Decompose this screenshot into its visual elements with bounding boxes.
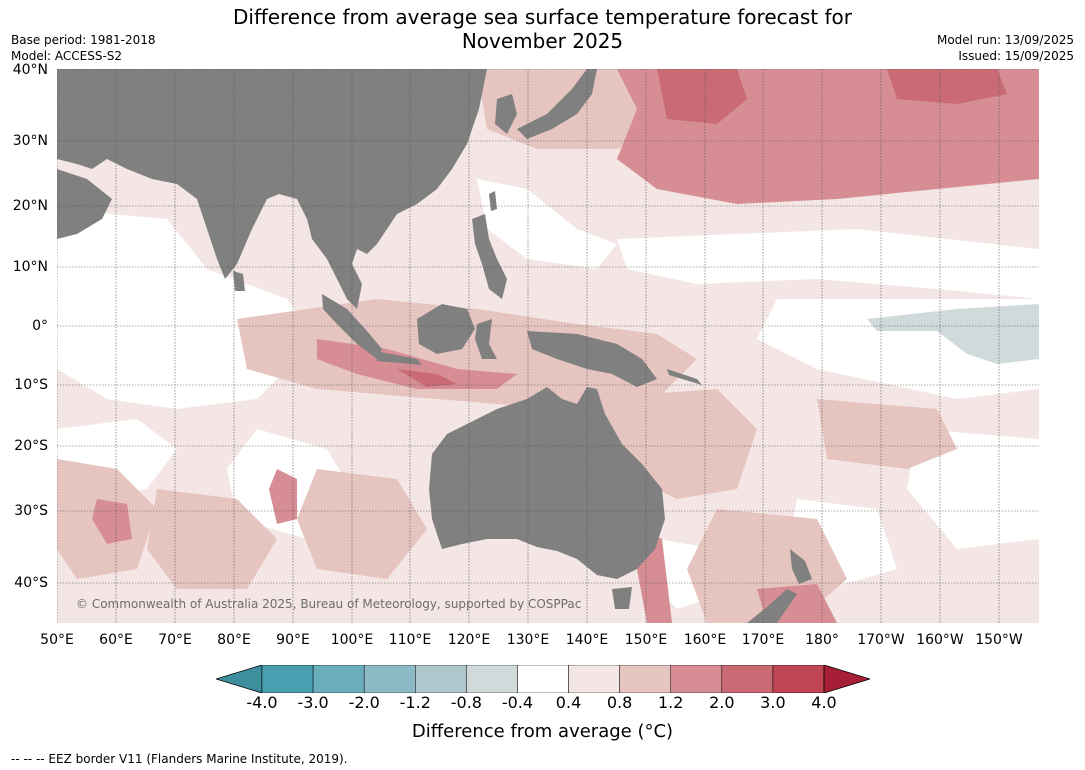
borneo-island xyxy=(417,304,475,354)
lon-label-170e: 170°E xyxy=(741,632,785,648)
lon-label-150w: 150°W xyxy=(975,632,1023,648)
asia-landmass xyxy=(57,69,487,309)
lon-label-130e: 130°E xyxy=(506,632,550,648)
sst-anomaly-map xyxy=(57,69,1039,623)
philippines-islands xyxy=(472,214,507,299)
colorbar-segment xyxy=(312,664,365,694)
lat-label-10s: 10°S xyxy=(14,377,48,393)
colorbar-tick-label: -2.0 xyxy=(348,693,380,712)
colorbar-segment xyxy=(619,664,671,694)
map-title: Difference from average sea surface temp… xyxy=(0,5,1085,53)
arabia-landmass xyxy=(57,169,112,239)
lat-label-equator: 0° xyxy=(32,318,48,334)
pacific-islands xyxy=(667,369,702,385)
model-name: Model: ACCESS-S2 xyxy=(11,49,123,63)
colorbar-segment xyxy=(415,664,467,694)
model-run: Model run: 13/09/2025 xyxy=(936,33,1074,47)
australia-landmass xyxy=(429,387,665,579)
lon-label-90e: 90°E xyxy=(276,632,310,648)
lon-label-100e: 100°E xyxy=(330,632,374,648)
korea-peninsula xyxy=(495,94,517,134)
lon-label-150e: 150°E xyxy=(624,632,668,648)
colorbar-tick-label: 1.2 xyxy=(657,693,684,712)
land-masses xyxy=(57,69,812,623)
lat-label-10n: 10°N xyxy=(12,259,48,275)
colorbar-arrow-low xyxy=(214,664,263,694)
lat-label-40s: 40°S xyxy=(14,575,48,591)
lat-label-30n: 30°N xyxy=(12,133,48,149)
sumatra-island xyxy=(322,294,382,359)
colorbar-tick-label: 0.8 xyxy=(606,693,633,712)
lon-label-50e: 50°E xyxy=(40,632,74,648)
lon-label-160e: 160°E xyxy=(683,632,727,648)
colorbar-segment xyxy=(517,664,569,694)
colorbar-segment xyxy=(772,664,825,694)
cool-anomaly-region xyxy=(867,304,1039,364)
colorbar-segment xyxy=(363,664,416,694)
colorbar-segment xyxy=(261,664,314,694)
new-guinea-island xyxy=(527,331,657,387)
colorbar-segment xyxy=(466,664,518,694)
lon-label-140e: 140°E xyxy=(565,632,609,648)
lon-label-60e: 60°E xyxy=(99,632,133,648)
colorbar-arrow-high xyxy=(823,664,872,694)
colorbar-tick-label: -0.8 xyxy=(450,693,482,712)
meta-left: Base period: 1981-2018 Model: ACCESS-S2 xyxy=(11,32,156,64)
lon-label-180: 180° xyxy=(805,632,839,648)
lon-label-160w: 160°W xyxy=(916,632,964,648)
colorbar xyxy=(214,664,872,694)
title-line-1: Difference from average sea surface temp… xyxy=(232,5,852,29)
lon-label-120e: 120°E xyxy=(447,632,491,648)
colorbar-tick-label: -0.4 xyxy=(501,693,534,712)
lon-label-110e: 110°E xyxy=(388,632,432,648)
colorbar-tick-label: 3.0 xyxy=(760,693,786,712)
colorbar-tick-label: -1.2 xyxy=(399,693,431,712)
lat-label-20n: 20°N xyxy=(12,198,48,214)
map-svg xyxy=(57,69,1039,623)
colorbar-tick-label: 4.0 xyxy=(811,693,837,712)
colorbar-segment xyxy=(670,664,723,694)
lon-label-80e: 80°E xyxy=(217,632,251,648)
meta-right: Model run: 13/09/2025 Issued: 15/09/2025 xyxy=(937,32,1074,64)
title-line-2: November 2025 xyxy=(461,29,624,53)
colorbar-tick-label: 0.4 xyxy=(555,693,582,712)
lat-label-30s: 30°S xyxy=(14,503,48,519)
sri-lanka-island xyxy=(233,271,245,291)
eez-footnote: -- -- -- EEZ border V11 (Flanders Marine… xyxy=(11,752,348,766)
lon-label-70e: 70°E xyxy=(158,632,192,648)
tasmania-island xyxy=(612,587,632,609)
issued-date: Issued: 15/09/2025 xyxy=(958,49,1074,63)
colorbar-tick-label: -4.0 xyxy=(246,693,278,712)
colorbar-tick-label: 2.0 xyxy=(709,693,735,712)
copyright-notice: © Commonwealth of Australia 2025, Bureau… xyxy=(76,597,582,611)
colorbar-label: Difference from average (°C) xyxy=(411,721,674,742)
japan-islands xyxy=(517,69,597,139)
sulawesi-island xyxy=(475,319,497,359)
lat-label-40n: 40°N xyxy=(12,62,48,78)
colorbar-tick-label: -3.0 xyxy=(297,693,329,712)
base-period: Base period: 1981-2018 xyxy=(11,33,156,47)
colorbar-segment xyxy=(721,664,774,694)
colorbar-svg xyxy=(214,664,872,694)
lat-label-20s: 20°S xyxy=(14,438,48,454)
lon-label-170w: 170°W xyxy=(857,632,905,648)
colorbar-segment xyxy=(568,664,620,694)
very-strong-warm-regions xyxy=(397,69,1007,387)
new-zealand-south xyxy=(747,589,797,623)
graticule xyxy=(57,69,1039,623)
new-zealand-north xyxy=(790,549,812,584)
